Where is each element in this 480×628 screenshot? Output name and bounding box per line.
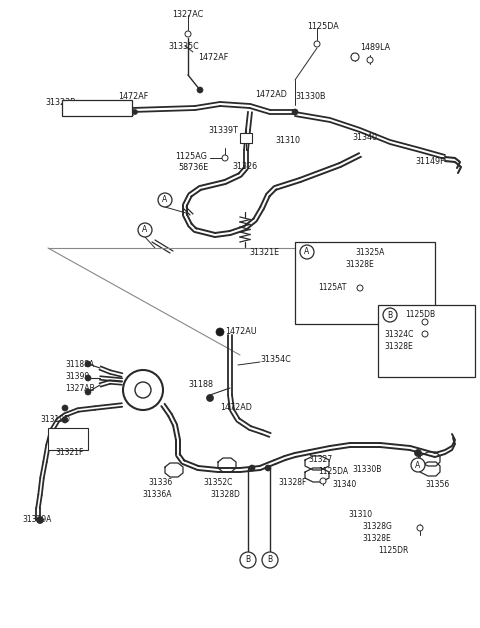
Text: A: A xyxy=(304,247,310,256)
Text: A: A xyxy=(162,195,168,205)
Text: 1472AD: 1472AD xyxy=(220,403,252,412)
Circle shape xyxy=(185,31,191,37)
Text: 31339T: 31339T xyxy=(208,126,238,135)
Circle shape xyxy=(36,516,44,524)
Text: 31323B: 31323B xyxy=(45,98,76,107)
Text: 31354C: 31354C xyxy=(260,355,291,364)
Circle shape xyxy=(320,478,326,484)
Circle shape xyxy=(357,285,363,291)
Text: 1125DB: 1125DB xyxy=(405,310,435,319)
Text: 31328F: 31328F xyxy=(278,478,306,487)
Circle shape xyxy=(262,552,278,568)
Text: 1125DA: 1125DA xyxy=(307,22,339,31)
Text: 31340: 31340 xyxy=(332,480,356,489)
Circle shape xyxy=(415,450,421,457)
Circle shape xyxy=(351,53,359,61)
Text: 1125AG: 1125AG xyxy=(175,152,207,161)
Text: B: B xyxy=(267,556,273,565)
Circle shape xyxy=(62,417,68,423)
Text: 31149F: 31149F xyxy=(415,157,444,166)
Circle shape xyxy=(265,465,271,471)
Circle shape xyxy=(411,458,425,472)
Circle shape xyxy=(206,394,214,401)
Circle shape xyxy=(422,319,428,325)
Text: 31321E: 31321E xyxy=(249,248,279,257)
Circle shape xyxy=(383,308,397,322)
Circle shape xyxy=(249,465,255,471)
Circle shape xyxy=(135,382,151,398)
Bar xyxy=(62,100,132,116)
Text: 1489LA: 1489LA xyxy=(360,43,390,52)
Text: 31319C: 31319C xyxy=(105,109,134,118)
Text: 31310: 31310 xyxy=(275,136,300,145)
Text: 31356: 31356 xyxy=(425,480,449,489)
Circle shape xyxy=(292,109,298,115)
Circle shape xyxy=(422,331,428,337)
Text: 31310: 31310 xyxy=(348,510,372,519)
Text: A: A xyxy=(415,460,420,470)
Circle shape xyxy=(132,109,137,114)
Circle shape xyxy=(240,552,256,568)
Circle shape xyxy=(197,87,203,93)
Text: 1472AF: 1472AF xyxy=(118,92,148,101)
Text: 31329A: 31329A xyxy=(22,515,51,524)
Text: 1472AF: 1472AF xyxy=(198,53,228,62)
Text: 1125AT: 1125AT xyxy=(318,283,347,292)
Text: 31328G: 31328G xyxy=(362,522,392,531)
Circle shape xyxy=(222,155,228,161)
Text: 31340: 31340 xyxy=(352,133,377,142)
Text: 31188: 31188 xyxy=(188,380,213,389)
Text: 1125DA: 1125DA xyxy=(318,467,348,476)
Text: 1327AC: 1327AC xyxy=(172,10,204,19)
Text: 31336A: 31336A xyxy=(142,490,171,499)
Text: 31325A: 31325A xyxy=(355,248,384,257)
Text: 31352C: 31352C xyxy=(203,478,232,487)
Bar xyxy=(295,242,435,324)
Text: 31330B: 31330B xyxy=(295,92,325,101)
Circle shape xyxy=(216,328,224,336)
Circle shape xyxy=(300,245,314,259)
Text: 31399: 31399 xyxy=(65,372,89,381)
Text: 31328E: 31328E xyxy=(362,534,391,543)
Text: 1125DR: 1125DR xyxy=(378,546,408,555)
Circle shape xyxy=(417,525,423,531)
Bar xyxy=(240,133,252,143)
Bar xyxy=(48,428,88,450)
Circle shape xyxy=(85,389,91,395)
Text: 31328E: 31328E xyxy=(345,260,374,269)
Text: 31324C: 31324C xyxy=(384,330,413,339)
Circle shape xyxy=(158,193,172,207)
Text: 31188A: 31188A xyxy=(65,360,94,369)
Text: 58736E: 58736E xyxy=(178,163,208,172)
Text: 31328E: 31328E xyxy=(384,342,413,351)
Text: B: B xyxy=(387,310,393,320)
Circle shape xyxy=(85,361,91,367)
Circle shape xyxy=(62,405,68,411)
Circle shape xyxy=(138,223,152,237)
Text: 31335C: 31335C xyxy=(168,42,199,51)
Text: 1472AU: 1472AU xyxy=(225,327,257,336)
Text: A: A xyxy=(143,225,148,234)
Bar xyxy=(378,305,475,377)
Text: 31330B: 31330B xyxy=(352,465,382,474)
Text: 31327: 31327 xyxy=(308,455,332,464)
Text: 31328D: 31328D xyxy=(210,490,240,499)
Text: 31336: 31336 xyxy=(148,478,172,487)
Circle shape xyxy=(85,375,91,381)
Text: 31319D: 31319D xyxy=(40,415,70,424)
Text: B: B xyxy=(245,556,251,565)
Text: 1472AD: 1472AD xyxy=(255,90,287,99)
Circle shape xyxy=(123,370,163,410)
Text: 1327AB: 1327AB xyxy=(65,384,95,393)
Circle shape xyxy=(367,57,373,63)
Text: 31321F: 31321F xyxy=(55,448,84,457)
Circle shape xyxy=(314,41,320,47)
Text: 31326: 31326 xyxy=(232,162,257,171)
